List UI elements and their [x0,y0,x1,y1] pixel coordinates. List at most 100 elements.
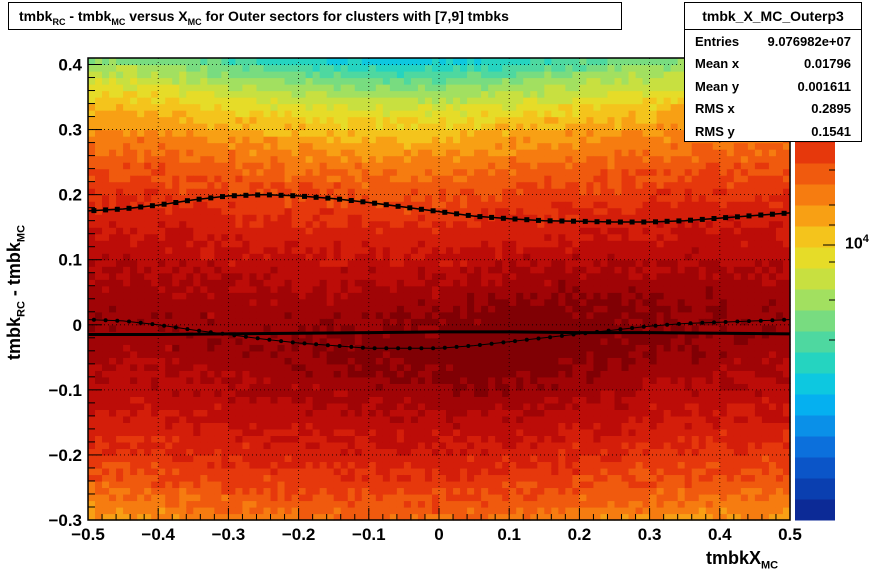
heatmap-cell [572,331,580,339]
heatmap-cell [340,162,349,170]
heatmap-cell [123,279,131,287]
heatmap-cell [179,207,187,215]
heatmap-cell [523,402,531,410]
heatmap-cell [193,116,201,124]
heatmap-cell [558,415,566,423]
heatmap-cell [544,168,552,176]
heatmap-cell [277,461,286,469]
heatmap-cell [179,103,187,111]
heatmap-cell [424,188,433,196]
heatmap-cell [284,409,293,417]
heatmap-cell [186,383,194,391]
heatmap-cell [474,357,482,365]
heatmap-cell [109,324,117,332]
heatmap-cell [439,376,447,384]
heatmap-cell [193,64,201,72]
heatmap-cell [572,428,580,437]
heatmap-cell [502,175,510,183]
heatmap-cell [228,58,237,66]
heatmap-cell [235,441,244,450]
heatmap-cell [558,240,566,248]
heatmap-cell [460,441,468,450]
heatmap-cell [214,194,222,202]
heatmap-cell [242,97,251,105]
heatmap-cell [417,110,426,118]
heatmap-cell [382,220,391,228]
heatmap-cell [235,207,244,215]
heatmap-cell [277,77,286,85]
heatmap-cell [109,142,117,150]
heatmap-cell [256,181,265,189]
heatmap-cell [396,220,405,228]
heatmap-cell [137,389,145,397]
heatmap-cell [249,344,258,352]
heatmap-cell [565,415,573,423]
heatmap-cell [144,376,152,384]
heatmap-cell [389,90,398,98]
heatmap-cell [270,201,279,209]
heatmap-cell [565,493,573,502]
heatmap-cell [165,461,173,469]
heatmap-cell [186,207,194,215]
heatmap-cell [424,487,433,495]
heatmap-cell [186,376,194,384]
heatmap-cell [326,129,335,137]
heatmap-cell [572,149,580,157]
heatmap-cell [389,409,398,417]
heatmap-cell [403,298,412,306]
heatmap-cell [95,168,103,176]
heatmap-cell [277,214,286,222]
heatmap-cell [439,402,447,410]
heatmap-cell [137,233,145,241]
heatmap-cell [172,272,180,280]
heatmap-cell [537,155,545,163]
heatmap-cell [263,402,272,410]
heatmap-cell [186,123,194,131]
heatmap-cell [439,58,447,66]
heatmap-cell [579,422,588,430]
heatmap-cell [88,357,96,365]
heatmap-cell [439,428,447,437]
heatmap-cell [579,409,588,417]
heatmap-cell [305,246,314,254]
heatmap-cell [347,357,356,365]
heatmap-cell [305,123,314,131]
heatmap-cell [495,136,503,144]
heatmap-cell [551,207,559,215]
heatmap-cell [214,240,222,248]
heatmap-cell [502,298,510,306]
heatmap-cell [467,344,475,352]
heatmap-cell [340,324,349,332]
heatmap-cell [579,441,588,450]
heatmap-cell [207,285,215,293]
heatmap-cell [431,350,440,358]
heatmap-cell [179,383,187,391]
heatmap-cell [312,363,321,371]
heatmap-cell [221,64,229,72]
heatmap-cell [410,220,419,228]
heatmap-cell [572,58,580,66]
heatmap-cell [109,435,117,443]
heatmap-cell [298,227,307,235]
heatmap-cell [228,422,237,430]
heatmap-cell [565,513,573,521]
heatmap-cell [207,441,215,450]
heatmap-cell [242,129,251,137]
heatmap-cell [488,149,496,157]
heatmap-cell [396,383,405,391]
heatmap-cell [270,181,279,189]
heatmap-cell [361,253,370,261]
heatmap-cell [488,422,496,430]
heatmap-cell [298,298,307,306]
heatmap-cell [312,318,321,326]
heatmap-cell [572,480,580,489]
heatmap-cell [144,240,152,248]
heatmap-cell [417,194,426,202]
heatmap-cell [565,474,573,482]
heatmap-cell [509,305,517,313]
heatmap-cell [200,337,208,345]
heatmap-cell [319,402,328,410]
heatmap-cell [488,136,496,144]
heatmap-cell [242,441,251,450]
heatmap-cell [544,363,552,371]
